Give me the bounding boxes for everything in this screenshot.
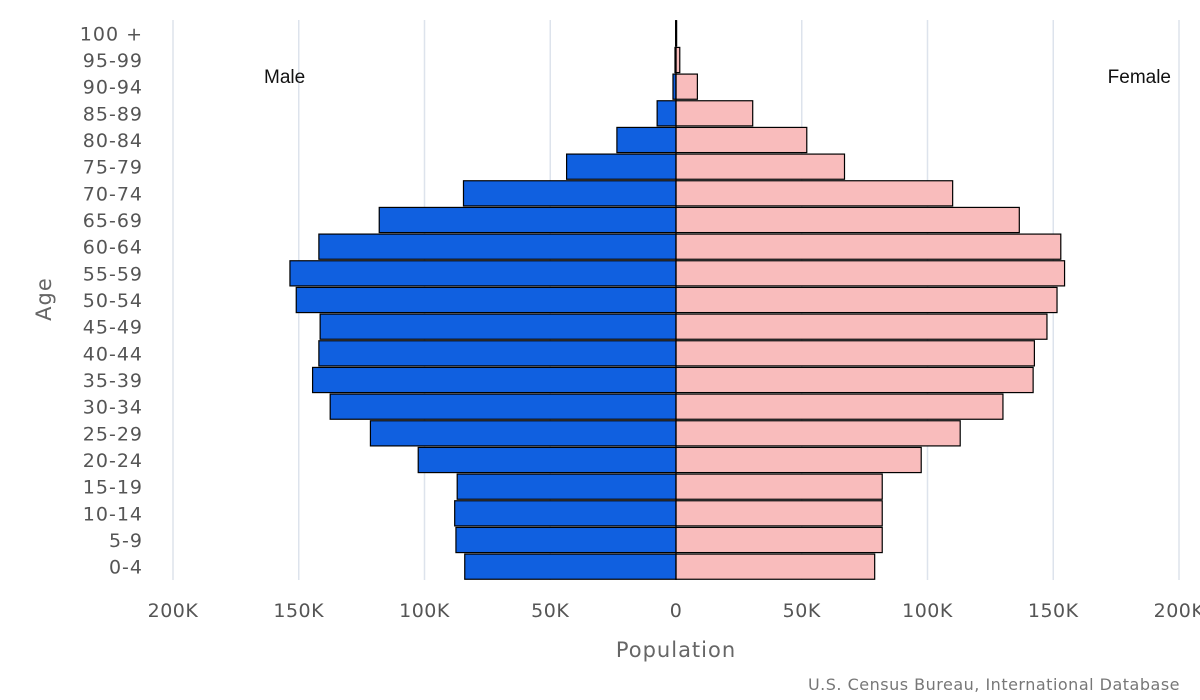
- y-tick-label: 35-39: [83, 370, 143, 392]
- male-bar: [295, 286, 677, 314]
- y-tick-label: 10-14: [83, 503, 143, 525]
- female-bar: [675, 500, 883, 527]
- male-bar: [318, 340, 677, 367]
- y-tick-label: 5-9: [109, 530, 143, 552]
- male-bar: [311, 366, 677, 394]
- x-tick-label: 50K: [531, 600, 569, 622]
- female-bar: [675, 73, 698, 100]
- male-bar: [616, 126, 677, 154]
- y-tick-label: 25-29: [83, 423, 143, 445]
- x-tick-label: 50K: [783, 600, 821, 622]
- y-tick-label: 20-24: [83, 450, 143, 472]
- y-tick-label: 90-94: [83, 77, 143, 99]
- y-tick-label: 100 +: [80, 23, 143, 45]
- male-bar: [417, 446, 677, 474]
- y-tick-label: 55-59: [83, 263, 143, 285]
- y-tick-label: 80-84: [83, 130, 143, 152]
- male-bar: [329, 393, 677, 420]
- female-bar: [675, 126, 808, 154]
- male-bar: [462, 180, 677, 207]
- x-tick-label: 200K: [1154, 600, 1200, 622]
- male-bar: [456, 473, 677, 500]
- female-bar: [675, 180, 954, 207]
- y-tick-label: 60-64: [83, 237, 143, 259]
- female-bar: [675, 526, 883, 554]
- female-bar: [675, 553, 876, 580]
- y-tick-label: 65-69: [83, 210, 143, 232]
- male-bar: [289, 260, 677, 287]
- y-tick-label: 15-19: [83, 477, 143, 499]
- male-bar: [369, 420, 677, 447]
- male-bar: [464, 553, 677, 580]
- y-tick-label: 0-4: [109, 557, 143, 579]
- male-bar: [319, 313, 677, 340]
- female-bar: [675, 313, 1048, 340]
- female-bar: [675, 260, 1066, 287]
- female-bar: [675, 420, 961, 447]
- female-bar: [675, 233, 1062, 260]
- male-bar: [455, 526, 677, 554]
- x-tick-label: 150K: [273, 600, 324, 622]
- female-label: Female: [1108, 67, 1171, 88]
- x-tick-label: 200K: [148, 600, 199, 622]
- female-bar: [675, 473, 883, 500]
- male-bar: [318, 233, 677, 260]
- male-bar: [565, 153, 677, 180]
- y-tick-label: 75-79: [83, 157, 143, 179]
- source-credit: U.S. Census Bureau, International Databa…: [807, 675, 1180, 694]
- female-bar: [675, 393, 1004, 420]
- female-bar: [675, 366, 1034, 394]
- male-bar: [378, 206, 677, 234]
- x-tick-label: 100K: [902, 600, 953, 622]
- female-bar: [675, 153, 846, 180]
- female-bar: [675, 206, 1020, 234]
- male-bar: [656, 100, 677, 127]
- female-bar: [675, 286, 1058, 314]
- female-bar: [675, 340, 1035, 367]
- female-bar: [675, 100, 754, 127]
- x-tick-label: 0: [670, 600, 683, 622]
- female-bar: [675, 446, 922, 474]
- x-tick-label: 100K: [399, 600, 450, 622]
- y-tick-label: 30-34: [83, 397, 143, 419]
- y-tick-label: 40-44: [83, 343, 143, 365]
- male-label: Male: [264, 67, 305, 88]
- y-tick-label: 85-89: [83, 103, 143, 125]
- y-tick-label: 45-49: [83, 317, 143, 339]
- x-axis-title: Population: [616, 638, 736, 662]
- y-tick-label: 95-99: [83, 50, 143, 72]
- y-tick-label: 70-74: [83, 183, 143, 205]
- y-axis-title: Age: [32, 277, 56, 321]
- y-tick-label: 50-54: [83, 290, 143, 312]
- male-bar: [454, 500, 677, 527]
- x-tick-label: 150K: [1028, 600, 1079, 622]
